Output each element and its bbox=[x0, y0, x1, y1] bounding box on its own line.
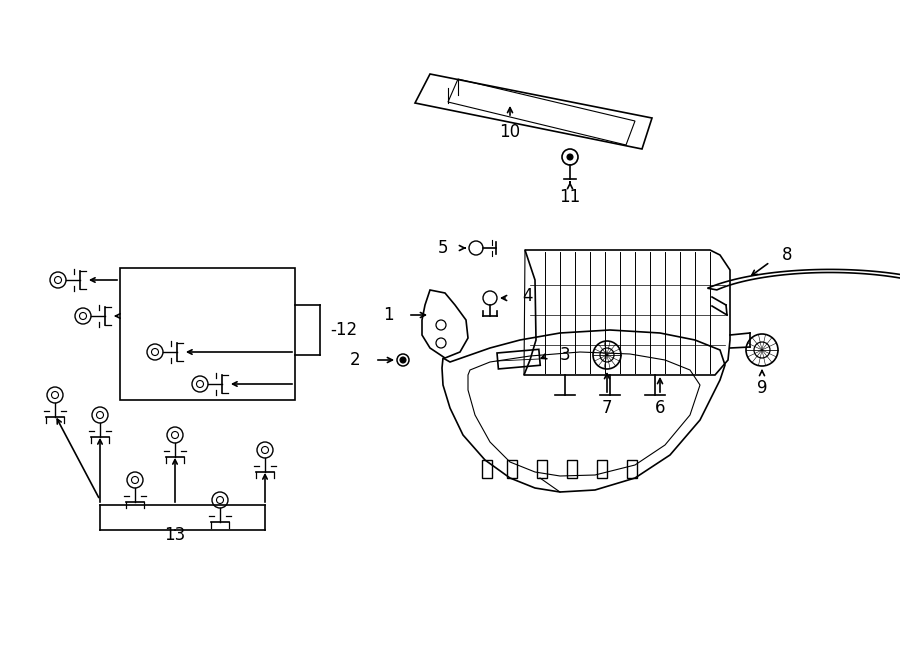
Circle shape bbox=[131, 477, 139, 483]
Circle shape bbox=[51, 391, 59, 399]
Circle shape bbox=[262, 446, 268, 453]
Circle shape bbox=[47, 387, 63, 403]
Circle shape bbox=[400, 357, 406, 363]
Text: 1: 1 bbox=[383, 306, 394, 324]
Circle shape bbox=[75, 308, 91, 324]
Circle shape bbox=[217, 496, 223, 504]
Bar bbox=[567, 460, 577, 478]
Circle shape bbox=[397, 354, 409, 366]
Circle shape bbox=[167, 427, 183, 443]
Circle shape bbox=[212, 492, 228, 508]
Text: 3: 3 bbox=[560, 346, 571, 364]
Text: 13: 13 bbox=[165, 526, 185, 544]
Text: -12: -12 bbox=[330, 321, 357, 339]
Text: 4: 4 bbox=[522, 287, 533, 305]
Circle shape bbox=[567, 154, 573, 160]
Circle shape bbox=[483, 291, 497, 305]
Circle shape bbox=[196, 381, 203, 387]
Bar bbox=[537, 460, 547, 478]
Text: 6: 6 bbox=[655, 399, 665, 417]
Text: 9: 9 bbox=[757, 379, 767, 397]
Text: 5: 5 bbox=[437, 239, 448, 257]
Circle shape bbox=[469, 241, 483, 255]
Circle shape bbox=[55, 276, 61, 284]
Bar bbox=[507, 460, 517, 478]
Circle shape bbox=[50, 272, 66, 288]
Circle shape bbox=[127, 472, 143, 488]
Circle shape bbox=[147, 344, 163, 360]
Circle shape bbox=[151, 348, 158, 356]
Text: 2: 2 bbox=[349, 351, 360, 369]
Circle shape bbox=[172, 432, 178, 438]
Bar bbox=[120, 268, 295, 400]
Circle shape bbox=[96, 412, 104, 418]
Text: 8: 8 bbox=[782, 246, 793, 264]
Circle shape bbox=[746, 334, 778, 366]
Circle shape bbox=[92, 407, 108, 423]
Bar bbox=[627, 460, 637, 478]
Circle shape bbox=[593, 341, 621, 369]
Circle shape bbox=[79, 313, 86, 319]
Circle shape bbox=[192, 376, 208, 392]
Bar bbox=[497, 350, 540, 369]
Bar bbox=[482, 460, 492, 478]
Text: 11: 11 bbox=[560, 188, 580, 206]
Bar bbox=[597, 460, 607, 478]
Circle shape bbox=[562, 149, 578, 165]
Text: 7: 7 bbox=[602, 399, 612, 417]
Text: 10: 10 bbox=[500, 123, 520, 141]
Circle shape bbox=[257, 442, 273, 458]
